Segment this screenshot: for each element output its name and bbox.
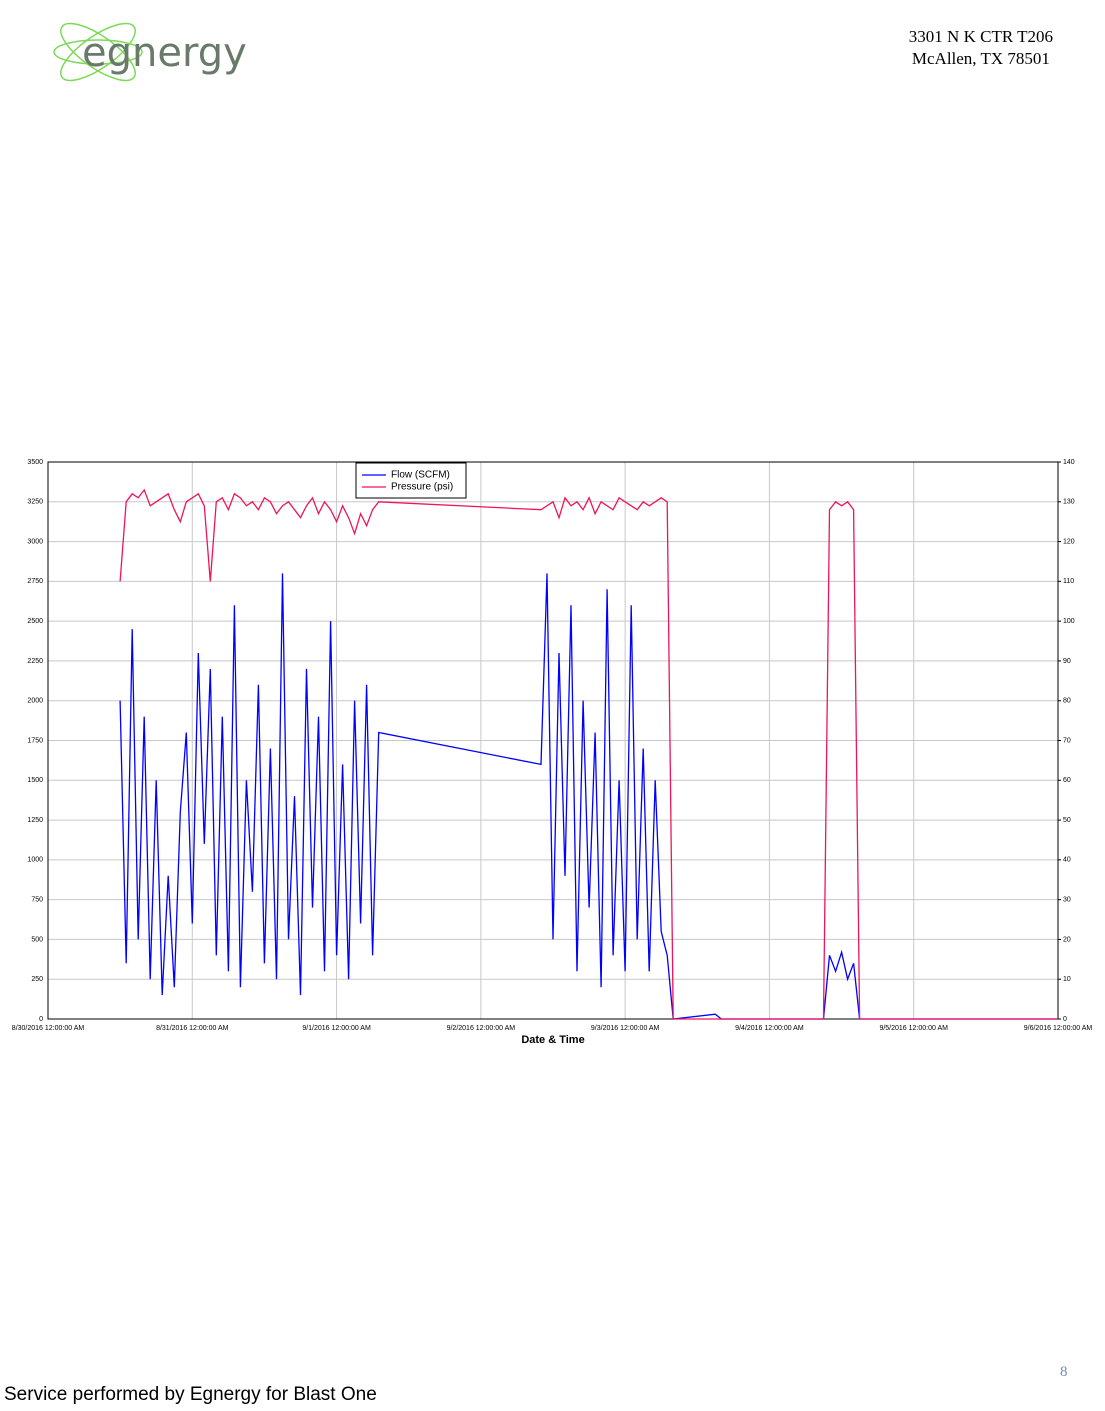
y-tick-label: 3500 xyxy=(27,459,43,466)
legend-box xyxy=(355,462,467,499)
y2-tick-label: 30 xyxy=(1063,896,1071,903)
x-axis-title: Date & Time xyxy=(521,1034,584,1046)
x-tick-label: 9/2/2016 12:00:00 AM xyxy=(447,1025,516,1032)
y-tick-label: 0 xyxy=(39,1016,43,1023)
series-line xyxy=(119,488,1058,1020)
y-tick-label: 1000 xyxy=(27,857,43,864)
logo: egnergy xyxy=(53,22,247,82)
series-line xyxy=(119,573,1058,1020)
y-tick-label: 2750 xyxy=(27,578,43,585)
y-tick-label: 250 xyxy=(31,976,43,983)
x-tick-label: 9/1/2016 12:00:00 AM xyxy=(302,1025,371,1032)
x-tick-label: 9/6/2016 12:00:00 AM xyxy=(1024,1025,1093,1032)
legend-label: Pressure (psi) xyxy=(391,482,453,493)
y2-tick-label: 70 xyxy=(1063,737,1071,744)
legend-label: Flow (SCFM) xyxy=(391,470,450,481)
y2-tick-label: 60 xyxy=(1063,777,1071,784)
y-tick-label: 2000 xyxy=(27,698,43,705)
address-line: 3301 N K CTR T206 xyxy=(908,27,1053,46)
address: 3301 N K CTR T206 McAllen, TX 78501 xyxy=(909,26,1053,70)
y2-tick-label: 130 xyxy=(1063,499,1075,506)
y2-tick-label: 80 xyxy=(1063,698,1071,705)
y2-tick-label: 10 xyxy=(1063,976,1071,983)
footer-text: Service performed by Egnergy for Blast O… xyxy=(4,1384,377,1405)
y2-tick-label: 100 xyxy=(1063,618,1075,625)
x-tick-label: 9/3/2016 12:00:00 AM xyxy=(591,1025,660,1032)
address-line: McAllen, TX 78501 xyxy=(911,49,1050,68)
y-tick-label: 750 xyxy=(31,896,43,903)
page-number: 8 xyxy=(1060,1364,1068,1380)
x-tick-label: 8/30/2016 12:00:00 AM xyxy=(12,1025,85,1032)
x-tick-label: 9/4/2016 12:00:00 AM xyxy=(735,1025,804,1032)
x-tick-label: 8/31/2016 12:00:00 AM xyxy=(156,1025,229,1032)
y2-tick-label: 40 xyxy=(1063,857,1071,864)
x-tick-label: 9/5/2016 12:00:00 AM xyxy=(879,1025,948,1032)
y-tick-label: 2500 xyxy=(27,618,43,625)
logo-text: egnergy xyxy=(82,30,247,76)
y2-tick-label: 20 xyxy=(1063,936,1071,943)
plot-frame xyxy=(47,461,1059,1020)
y2-tick-label: 0 xyxy=(1063,1016,1067,1023)
y-tick-label: 2250 xyxy=(27,658,43,665)
chart: 0250500750100012501500175020002250250027… xyxy=(12,459,1093,1046)
y-tick-label: 500 xyxy=(31,936,43,943)
y-tick-label: 1750 xyxy=(27,737,43,744)
y2-tick-label: 120 xyxy=(1063,538,1075,545)
y2-tick-label: 50 xyxy=(1063,817,1071,824)
y-tick-label: 1250 xyxy=(27,817,43,824)
y-tick-label: 3000 xyxy=(27,538,43,545)
y2-tick-label: 110 xyxy=(1063,578,1074,585)
y2-tick-label: 140 xyxy=(1063,459,1075,466)
y-tick-label: 1500 xyxy=(27,777,43,784)
y-tick-label: 3250 xyxy=(27,499,43,506)
y2-tick-label: 90 xyxy=(1063,658,1071,665)
